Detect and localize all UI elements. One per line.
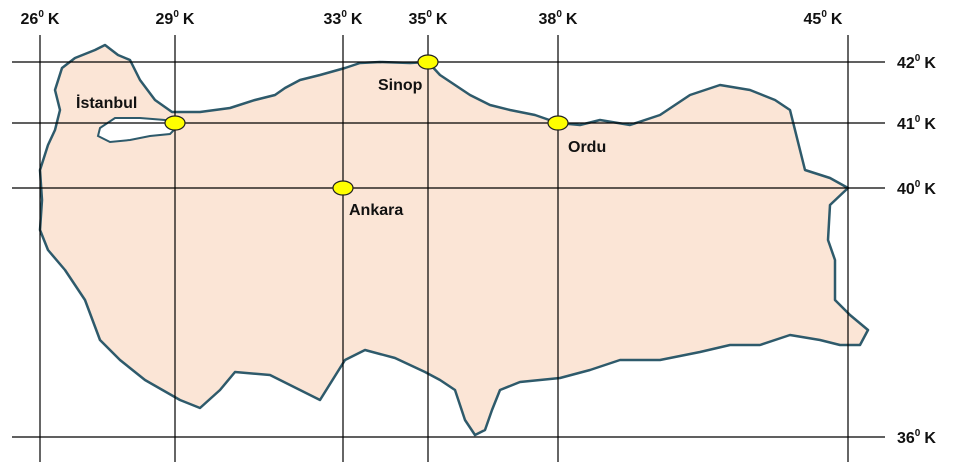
city-name: İstanbul: [76, 94, 137, 112]
degree: 41: [897, 116, 915, 133]
city-name: Sinop: [378, 77, 423, 94]
direction: K: [924, 181, 936, 198]
coordinate-label: 400 K: [897, 179, 936, 198]
direction: K: [831, 11, 843, 28]
direction: K: [183, 11, 195, 28]
coordinate-label: 380 K: [539, 9, 578, 28]
coordinate-label: 330 K: [324, 9, 363, 28]
degree: 29: [156, 11, 174, 28]
turkey-outline: [38, 43, 870, 437]
degree-sign: 0: [556, 9, 562, 20]
degree-sign: 0: [173, 9, 179, 20]
degree: 45: [804, 11, 822, 28]
degree: 38: [539, 11, 557, 28]
degree-sign: 0: [426, 9, 432, 20]
direction: K: [924, 116, 936, 133]
city-name: Ordu: [568, 139, 606, 156]
degree-sign: 0: [341, 9, 347, 20]
direction: K: [566, 11, 578, 28]
grid: [12, 35, 885, 462]
degree-sign: 0: [821, 9, 827, 20]
direction: K: [924, 55, 936, 72]
coordinate-label: 260 K: [21, 9, 60, 28]
city-marker: [547, 115, 569, 131]
marmara-sea: [96, 117, 180, 144]
degree: 42: [897, 55, 915, 72]
city-marker: [332, 180, 354, 196]
coordinate-label: 420 K: [897, 53, 936, 72]
degree: 36: [897, 430, 915, 447]
degree: 26: [21, 11, 39, 28]
city-marker: [417, 54, 439, 70]
direction: K: [924, 430, 936, 447]
direction: K: [351, 11, 363, 28]
coordinate-label: 450 K: [804, 9, 843, 28]
degree: 33: [324, 11, 342, 28]
direction: K: [436, 11, 448, 28]
direction: K: [48, 11, 60, 28]
degree-sign: 0: [915, 179, 921, 190]
cities: Sinop İstanbul Ordu Ankara: [76, 54, 606, 219]
degree-sign: 0: [915, 114, 921, 125]
coordinate-label: 350 K: [409, 9, 448, 28]
coordinate-label: 290 K: [156, 9, 195, 28]
coordinate-label: 410 K: [897, 114, 936, 133]
city-name: Ankara: [349, 202, 403, 219]
degree-sign: 0: [915, 53, 921, 64]
degree: 40: [897, 181, 915, 198]
degree: 35: [409, 11, 427, 28]
city-marker: [164, 115, 186, 131]
coordinate-label: 360 K: [897, 428, 936, 447]
degree-sign: 0: [38, 9, 44, 20]
degree-sign: 0: [915, 428, 921, 439]
